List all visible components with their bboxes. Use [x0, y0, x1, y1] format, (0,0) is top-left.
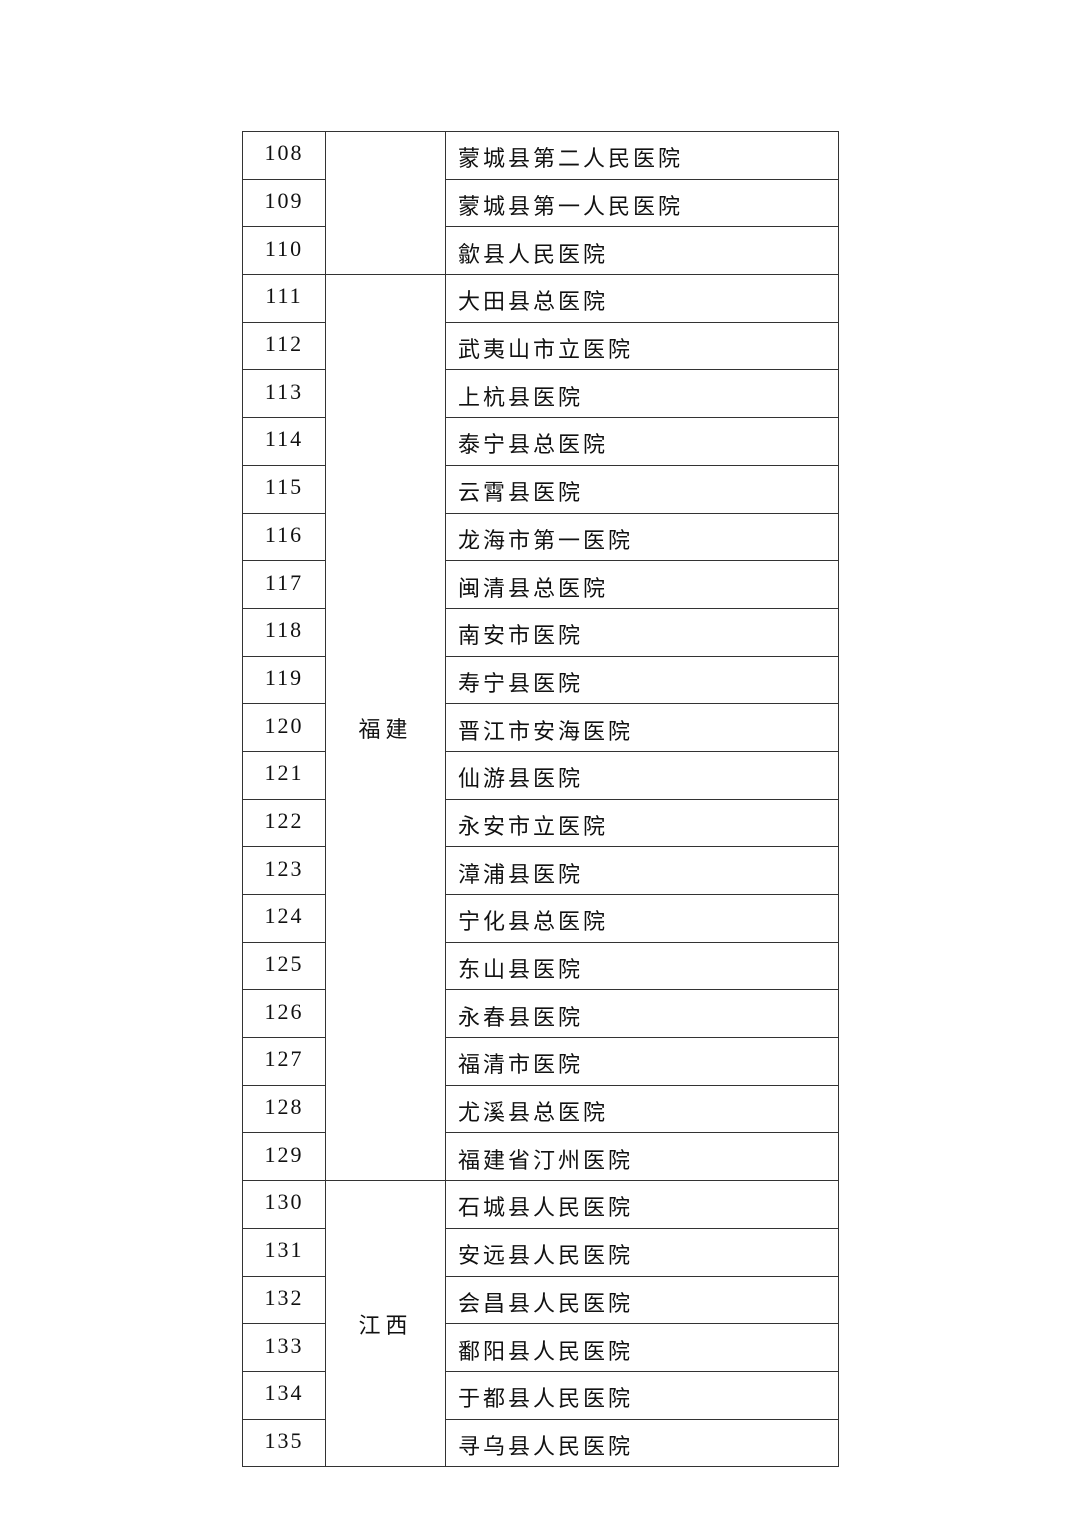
table-row: 126 永春县医院 [242, 989, 839, 1039]
hospital-name: 歙县人民医院 [445, 226, 839, 276]
table-row: 132 会昌县人民医院 [242, 1275, 839, 1325]
row-number: 114 [242, 417, 326, 466]
row-number: 130 [242, 1180, 326, 1229]
row-number: 122 [242, 798, 326, 848]
hospital-name: 闽清县总医院 [445, 560, 839, 609]
hospital-name: 寻乌县人民医院 [445, 1418, 839, 1468]
hospital-name: 寿宁县医院 [445, 655, 839, 705]
hospital-name: 于都县人民医院 [445, 1370, 839, 1420]
hospital-name: 安远县人民医院 [445, 1227, 839, 1277]
row-number: 126 [242, 989, 326, 1039]
row-number: 134 [242, 1370, 326, 1420]
hospital-name: 南安市医院 [445, 607, 839, 657]
row-number: 131 [242, 1227, 326, 1277]
row-number: 118 [242, 607, 326, 657]
row-number: 113 [242, 369, 326, 419]
hospital-name: 晋江市安海医院 [445, 703, 839, 752]
table-body: 108 蒙城县第二人民医院 109 蒙城县第一人民医院 110 歙县人民医院 111 福建 大田… [242, 130, 839, 1468]
province-cell: 江西 [325, 1180, 446, 1468]
table-row: 108 蒙城县第二人民医院 [242, 130, 839, 276]
row-number: 110 [242, 226, 326, 276]
table-row: 113 上杭县医院 [242, 369, 839, 419]
table-row: 125 东山县医院 [242, 941, 839, 991]
row-number: 109 [242, 178, 326, 228]
hospital-name: 东山县医院 [445, 941, 839, 991]
table-row: 134 于都县人民医院 [242, 1370, 839, 1420]
row-number: 123 [242, 846, 326, 895]
row-number: 111 [242, 274, 326, 323]
hospital-name: 福清市医院 [445, 1037, 839, 1086]
row-number: 112 [242, 321, 326, 371]
hospital-name: 宁化县总医院 [445, 894, 839, 943]
row-number: 127 [242, 1037, 326, 1086]
table-row: 111 福建 大田县总医院 [242, 274, 839, 1182]
hospital-name: 云霄县医院 [445, 464, 839, 514]
hospital-name: 武夷山市立医院 [445, 321, 839, 371]
row-number: 117 [242, 560, 326, 609]
table-row: 131 安远县人民医院 [242, 1227, 839, 1277]
table-row: 130 江西 石城县人民医院 [242, 1180, 839, 1468]
hospital-name: 蒙城县第二人民医院 [445, 131, 839, 180]
table-row: 129 福建省汀州医院 [242, 1132, 839, 1182]
table-row: 135 寻乌县人民医院 [242, 1418, 839, 1468]
table-row: 112 武夷山市立医院 [242, 321, 839, 371]
province-cell: 福建 [325, 274, 446, 1182]
row-number: 135 [242, 1418, 326, 1468]
table-row: 120 晋江市安海医院 [242, 703, 839, 752]
hospital-name: 漳浦县医院 [445, 846, 839, 895]
hospital-name: 鄱阳县人民医院 [445, 1323, 839, 1372]
row-number: 132 [242, 1275, 326, 1325]
row-number: 116 [242, 512, 326, 562]
hospital-name: 上杭县医院 [445, 369, 839, 419]
hospital-name: 福建省汀州医院 [445, 1132, 839, 1182]
table-row: 117 闽清县总医院 [242, 560, 839, 609]
hospital-name: 永安市立医院 [445, 798, 839, 848]
hospital-name: 蒙城县第一人民医院 [445, 178, 839, 228]
row-number: 125 [242, 941, 326, 991]
hospital-name: 石城县人民医院 [445, 1180, 839, 1229]
table-row: 124 宁化县总医院 [242, 894, 839, 943]
table-row: 118 南安市医院 [242, 607, 839, 657]
table-row: 122 永安市立医院 [242, 798, 839, 848]
hospital-name: 仙游县医院 [445, 750, 839, 800]
province-cell [325, 130, 446, 276]
table-row: 127 福清市医院 [242, 1037, 839, 1086]
table-row: 109 蒙城县第一人民医院 [242, 178, 839, 228]
table-row: 114 泰宁县总医院 [242, 417, 839, 466]
row-number: 115 [242, 464, 326, 514]
table-row: 116 龙海市第一医院 [242, 512, 839, 562]
row-number: 108 [242, 131, 326, 180]
hospital-name: 大田县总医院 [445, 274, 839, 323]
table-row: 123 漳浦县医院 [242, 846, 839, 895]
hospital-list-table: 108 蒙城县第二人民医院 109 蒙城县第一人民医院 110 歙县人民医院 111 福建 大田… [242, 130, 839, 1468]
table-row: 133 鄱阳县人民医院 [242, 1323, 839, 1372]
row-number: 129 [242, 1132, 326, 1182]
hospital-name: 龙海市第一医院 [445, 512, 839, 562]
table-row: 119 寿宁县医院 [242, 655, 839, 705]
row-number: 119 [242, 655, 326, 705]
row-number: 124 [242, 894, 326, 943]
row-number: 133 [242, 1323, 326, 1372]
table-row: 115 云霄县医院 [242, 464, 839, 514]
hospital-name: 尤溪县总医院 [445, 1084, 839, 1134]
hospital-name: 会昌县人民医院 [445, 1275, 839, 1325]
row-number: 128 [242, 1084, 326, 1134]
hospital-name: 泰宁县总医院 [445, 417, 839, 466]
table-row: 121 仙游县医院 [242, 750, 839, 800]
row-number: 121 [242, 750, 326, 800]
hospital-name: 永春县医院 [445, 989, 839, 1039]
row-number: 120 [242, 703, 326, 752]
